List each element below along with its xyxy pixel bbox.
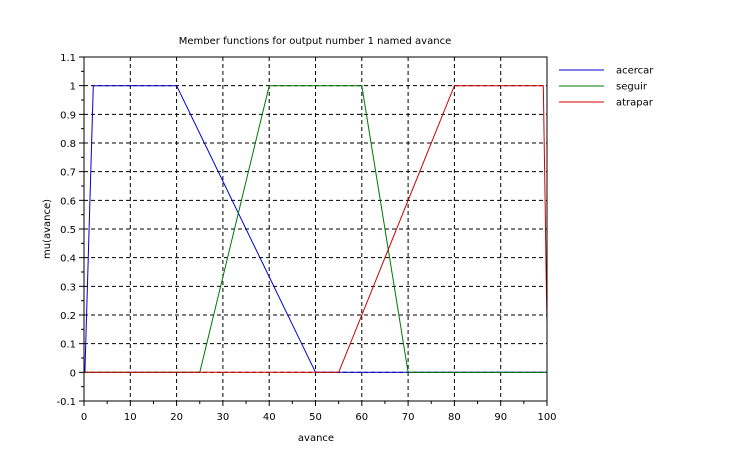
y-tick-label-8: 0.7 (60, 168, 76, 179)
y-tick-label-10: 0.9 (60, 110, 76, 121)
y-tick-label-4: 0.3 (60, 282, 76, 293)
x-tick-label-1: 10 (124, 412, 137, 423)
x-tick-label-3: 30 (217, 412, 230, 423)
series-line-atrapar (84, 85, 548, 373)
y-tick-label-0: -0.1 (56, 397, 76, 408)
x-tick-label-2: 20 (170, 412, 183, 423)
y-tick-label-9: 0.8 (60, 139, 76, 150)
grid (84, 57, 547, 401)
y-tick-label-12: 1.1 (60, 53, 76, 64)
legend: acercar seguir atrapar (559, 66, 654, 109)
legend-label-atrapar: atrapar (616, 98, 654, 109)
y-tick-label-2: 0.1 (60, 340, 76, 351)
y-tick-label-5: 0.4 (60, 254, 76, 265)
legend-label-seguir: seguir (616, 82, 648, 93)
chart-title: Member functions for output number 1 nam… (179, 36, 451, 47)
y-tick-label-7: 0.6 (60, 196, 76, 207)
x-tick-label-4: 40 (263, 412, 276, 423)
x-tick-label-5: 50 (309, 412, 322, 423)
x-tick-label-9: 90 (494, 412, 507, 423)
legend-label-acercar: acercar (616, 66, 654, 77)
y-tick-label-1: 0 (70, 368, 76, 379)
y-axis-label: mu(avance) (42, 199, 53, 259)
x-tick-label-7: 70 (402, 412, 415, 423)
x-tick-label-8: 80 (448, 412, 461, 423)
x-tick-label-0: 0 (81, 412, 87, 423)
x-tick-label-10: 100 (537, 412, 556, 423)
x-tick-label-6: 60 (355, 412, 368, 423)
y-tick-label-11: 1 (70, 82, 76, 93)
x-axis-label: avance (298, 433, 334, 444)
y-tick-label-6: 0.5 (60, 225, 76, 236)
series-lines (84, 85, 548, 373)
y-tick-label-3: 0.2 (60, 311, 76, 322)
axes: 0 10 20 30 40 50 60 70 80 90 100 -0.1 0 0.1 0.2 0.3 0.4 0… (56, 53, 556, 423)
